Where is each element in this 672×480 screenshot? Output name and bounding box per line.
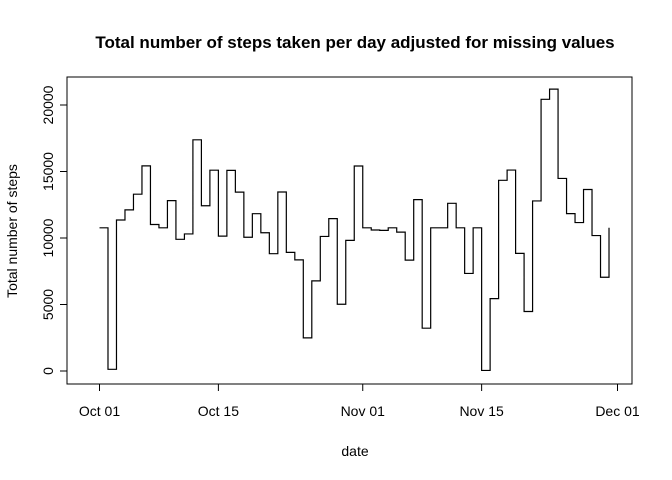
y-tick-label: 20000 xyxy=(40,85,56,124)
y-tick-label: 10000 xyxy=(40,218,56,257)
x-tick-label: Oct 15 xyxy=(198,403,239,419)
y-axis-label: Total number of steps xyxy=(4,164,20,298)
x-tick-label: Nov 01 xyxy=(341,403,386,419)
x-axis: Oct 01 Oct 15 Nov 01 Nov 15 Dec 01 xyxy=(79,383,640,419)
x-tick-label: Nov 15 xyxy=(459,403,504,419)
y-tick-label: 15000 xyxy=(40,152,56,191)
plot-frame xyxy=(66,76,633,385)
x-axis-label: date xyxy=(341,443,368,459)
y-axis: 0 5000 10000 15000 20000 xyxy=(40,85,68,375)
steps-series-line xyxy=(99,88,610,372)
y-tick-label: 0 xyxy=(40,367,56,375)
chart-title: Total number of steps taken per day adju… xyxy=(95,33,614,52)
y-tick-label: 5000 xyxy=(40,289,56,320)
x-tick-label: Oct 01 xyxy=(79,403,120,419)
x-tick-label: Dec 01 xyxy=(595,403,640,419)
